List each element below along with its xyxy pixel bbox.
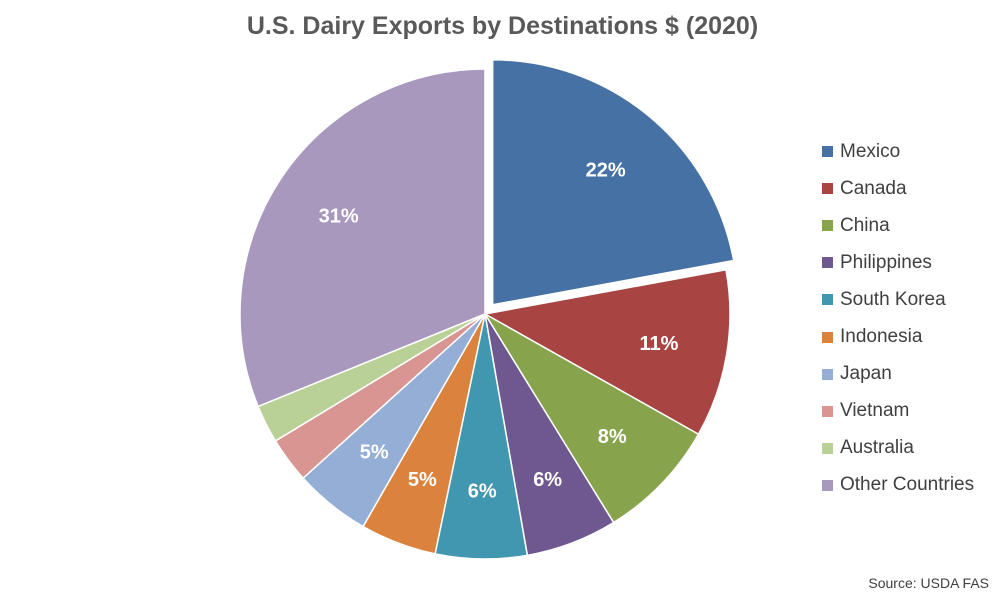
legend-swatch: [822, 220, 833, 232]
chart-title: U.S. Dairy Exports by Destinations $ (20…: [246, 12, 759, 40]
slice-label-japan: 5%: [360, 441, 389, 463]
source-note: Source: USDA FAS: [868, 575, 989, 591]
legend: Mexico Canada China Philippines South Korea I…: [822, 133, 974, 504]
legend-item-philippines: Philippines: [822, 244, 974, 281]
legend-swatch: [822, 331, 833, 343]
legend-label: South Korea: [840, 288, 946, 310]
legend-swatch: [822, 442, 833, 454]
legend-swatch: [822, 368, 833, 380]
legend-item-china: China: [822, 207, 974, 244]
legend-item-canada: Canada: [822, 170, 974, 207]
legend-item-japan: Japan: [822, 356, 974, 393]
legend-label: Other Countries: [840, 474, 975, 496]
legend-swatch: [822, 183, 833, 195]
slice-label-south-korea: 6%: [468, 480, 497, 502]
legend-label: Indonesia: [840, 326, 923, 348]
legend-label: Japan: [840, 363, 892, 385]
slice-label-indonesia: 5%: [408, 469, 437, 491]
legend-swatch: [822, 294, 833, 306]
legend-swatch: [822, 257, 833, 269]
legend-item-vietnam: Vietnam: [822, 393, 974, 430]
legend-item-other-countries: Other Countries: [822, 467, 974, 504]
legend-label: Canada: [840, 177, 907, 199]
legend-item-mexico: Mexico: [822, 133, 974, 170]
legend-swatch: [822, 405, 833, 417]
pie-slice-china: [484, 313, 700, 524]
pie-slice-canada: [482, 268, 731, 436]
slice-label-philippines: 6%: [533, 469, 562, 491]
legend-label: Mexico: [840, 140, 901, 162]
legend-label: China: [840, 214, 890, 236]
slice-label-china: 8%: [598, 426, 627, 448]
legend-swatch: [822, 479, 833, 491]
legend-item-south-korea: South Korea: [822, 281, 974, 318]
pie-slice-mexico: [491, 59, 735, 306]
legend-label: Vietnam: [840, 400, 910, 422]
legend-label: Philippines: [840, 251, 932, 273]
slice-label-other-countries: 31%: [319, 206, 359, 228]
slice-label-mexico: 22%: [586, 159, 626, 181]
legend-swatch: [822, 146, 833, 158]
legend-label: Australia: [840, 437, 914, 459]
legend-item-indonesia: Indonesia: [822, 318, 974, 355]
slice-label-canada: 11%: [640, 333, 679, 355]
pie-slice-other-countries: [239, 68, 486, 408]
legend-item-australia: Australia: [822, 430, 974, 467]
